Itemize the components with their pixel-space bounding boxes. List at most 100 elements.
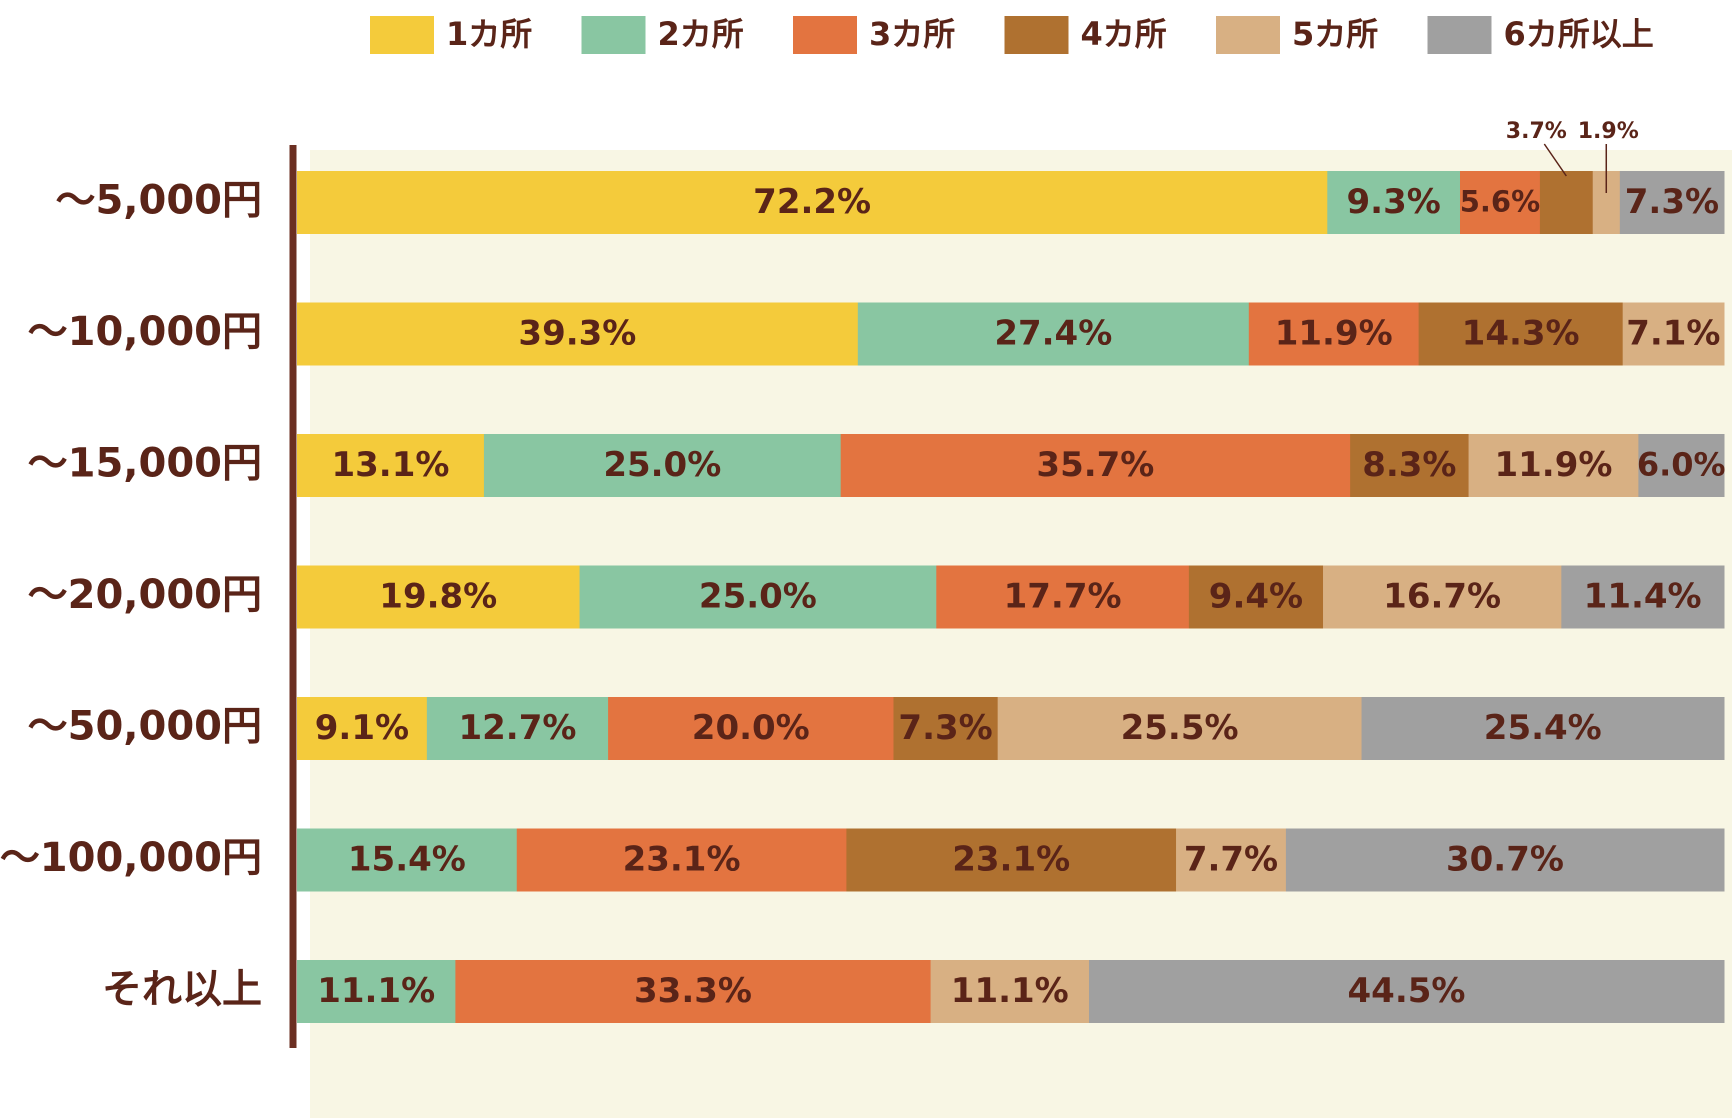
bar-segment [846,828,1177,892]
legend-label: 3カ所 [869,15,955,53]
bar-segment [516,828,847,892]
bar-segment [297,697,428,760]
bar-value-label: 25.0% [603,445,721,485]
bar-segment [936,565,1190,629]
bar-segment [1539,171,1594,234]
bar-value-label: 7.1% [1626,314,1720,354]
bar-value-label: 25.4% [1484,708,1602,748]
legend-label: 5カ所 [1292,15,1378,53]
bar-value-label: 11.9% [1494,445,1612,485]
bar-segment [297,565,581,629]
bar-value-label: 6.0% [1637,446,1726,484]
legend: 1カ所 2カ所 3カ所 4カ所 5カ所 6カ所以上 [370,15,1654,54]
bar-segment [297,171,1328,234]
bar-segment [1323,565,1562,629]
bar-value-label: 27.4% [994,314,1112,354]
bar-row: 19.8% 25.0% 17.7% 9.4% 16.7% 11.4% [297,565,1725,629]
callout: 3.7% [1506,119,1567,177]
bar-segment [997,697,1363,760]
bar-value-label: 11.4% [1584,577,1702,617]
callout-leader [1543,143,1567,177]
bar-segment [1460,171,1541,234]
bar-value-label: 17.7% [1004,577,1122,617]
row-labels: 〜5,000円〜10,000円〜15,000円〜20,000円〜50,000円〜… [0,178,262,1013]
row-label: それ以上 [102,967,262,1013]
bar-value-label: 30.7% [1446,840,1564,880]
bar-value-label: 20.0% [692,708,810,748]
row-label: 〜15,000円 [28,441,262,487]
bar-row: 15.4% 23.1% 23.1% 7.7% 30.7% [297,828,1725,892]
row-label: 〜100,000円 [0,835,262,881]
bar-value-label: 44.5% [1348,971,1466,1011]
bar-segment [1327,171,1461,234]
row-label: 〜10,000円 [28,309,262,355]
bar-segment [455,960,932,1023]
legend-label: 2カ所 [658,15,744,53]
bar-value-label: 19.8% [379,577,497,617]
bar-segment [297,960,456,1023]
bar-segment [1468,434,1639,497]
callout: 1.9% [1578,119,1639,193]
legend-label: 6カ所以上 [1504,15,1654,53]
legend-item: 3カ所 [793,15,955,54]
bar-value-label: 5.6% [1460,185,1540,219]
bar-value-label: 12.7% [458,708,576,748]
bar-segment [579,565,937,629]
bar-value-label: 7.7% [1184,840,1278,880]
bar-segment [1176,828,1287,892]
bar-segment [840,434,1351,497]
legend-swatch [793,16,857,54]
bar-value-label: 25.0% [699,577,817,617]
bar-value-label: 9.1% [315,708,409,748]
bar-segment [297,434,485,497]
bar-row: 13.1% 25.0% 35.7% 8.3% 11.9% 6.0% [297,434,1726,497]
bar-value-label: 14.3% [1462,314,1580,354]
bar-value-label: 16.7% [1383,577,1501,617]
bar-value-label: 7.3% [1625,182,1719,222]
bar-segment [1350,434,1470,497]
bar-segment [1248,302,1420,366]
bar-row: 11.1% 33.3% 11.1% 44.5% [297,960,1725,1023]
callout-label: 1.9% [1578,119,1639,144]
legend-item: 4カ所 [1004,15,1167,54]
bar-value-label: 11.9% [1275,314,1393,354]
bar-value-label: 33.3% [634,971,752,1011]
bar-segment [1088,960,1725,1023]
bar-segment [1622,302,1725,366]
bar-value-label: 15.4% [348,840,466,880]
row-label: 〜5,000円 [55,178,262,224]
legend-item: 1カ所 [370,15,532,54]
legend-label: 1カ所 [446,15,532,53]
bar-segment [893,697,999,760]
legend-item: 2カ所 [581,15,744,54]
bar-value-label: 72.2% [753,182,871,222]
callouts: 3.7% 1.9% [1506,119,1639,193]
bar-segment [1361,697,1725,760]
legend-item: 6カ所以上 [1427,15,1654,54]
bar-value-label: 23.1% [623,840,741,880]
bar-row: 72.2% 9.3% 5.6% 7.3% [297,171,1725,234]
bar-segment [1638,434,1725,497]
legend-label: 4カ所 [1081,15,1167,53]
bar-segment [1188,565,1324,629]
bar-segment [483,434,842,497]
bar-segment [1561,565,1725,629]
legend-swatch [370,16,434,54]
bar-value-label: 11.1% [951,971,1069,1011]
callout-label: 3.7% [1506,119,1567,144]
bar-value-label: 13.1% [331,445,449,485]
row-label: 〜20,000円 [28,572,262,618]
legend-swatch [1427,16,1492,54]
legend-swatch [1216,16,1280,54]
bar-segment [297,828,518,892]
bar-value-label: 35.7% [1036,445,1154,485]
bar-value-label: 8.3% [1362,445,1456,485]
bar-value-label: 25.5% [1121,708,1239,748]
bar-segment [1285,828,1725,892]
bar-segment [297,302,859,366]
bar-value-label: 7.3% [898,708,992,748]
bar-value-label: 23.1% [952,840,1070,880]
bar-value-label: 39.3% [518,314,636,354]
legend-swatch [581,16,646,54]
bar-segment [1619,171,1725,234]
